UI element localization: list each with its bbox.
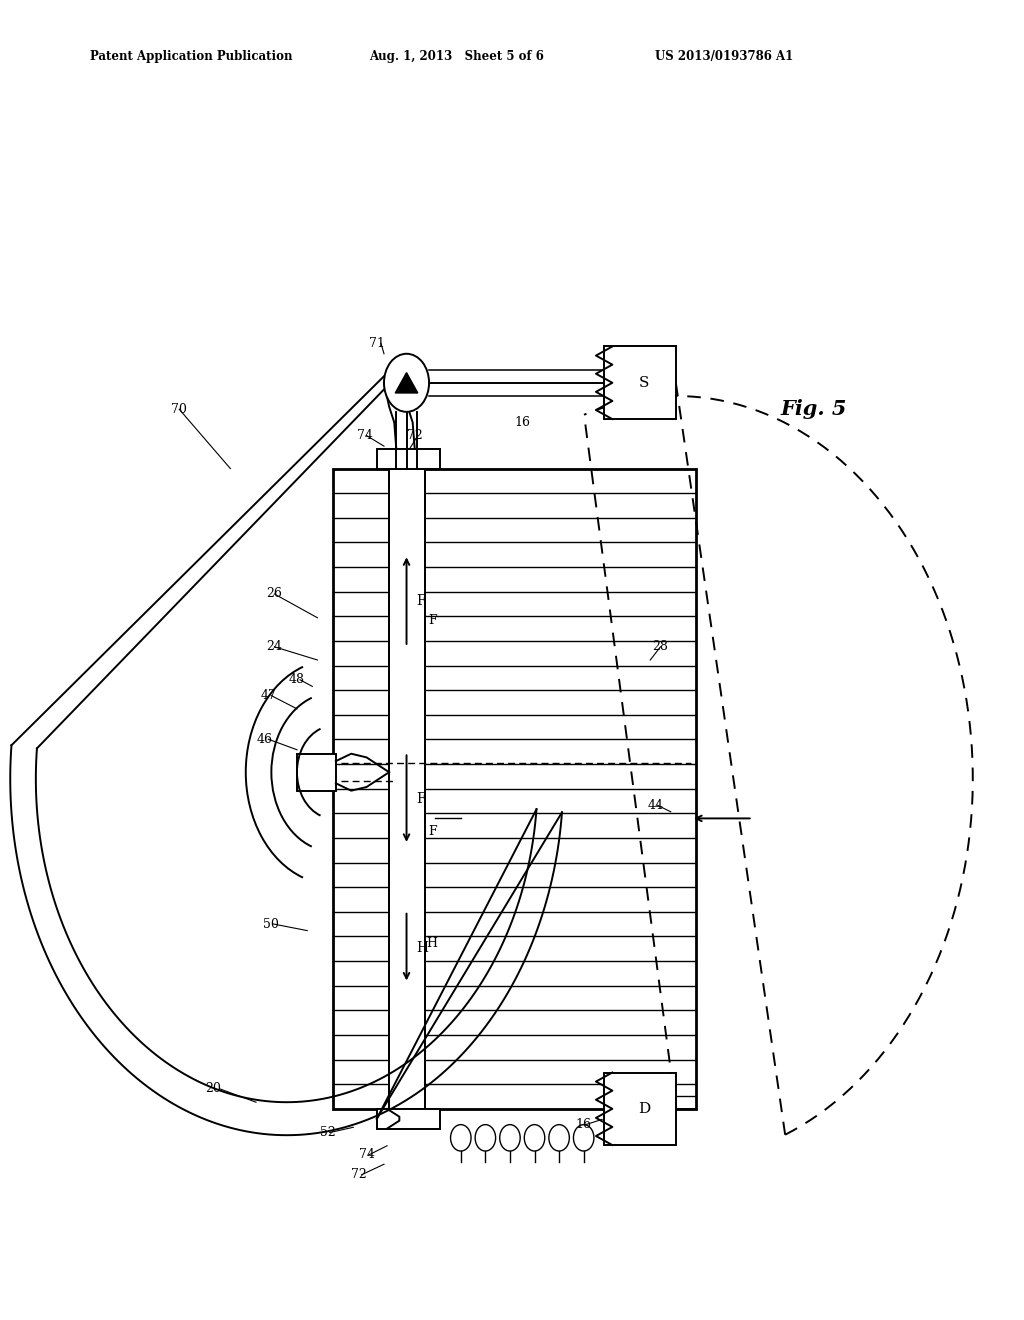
Circle shape (524, 1125, 545, 1151)
Bar (389, 469, 425, 1109)
Circle shape (475, 1125, 496, 1151)
Text: H: H (427, 937, 437, 950)
Bar (604, 346, 676, 420)
Text: S: S (639, 376, 649, 389)
Text: Aug. 1, 2013   Sheet 5 of 6: Aug. 1, 2013 Sheet 5 of 6 (369, 50, 544, 63)
Text: Patent Application Publication: Patent Application Publication (90, 50, 293, 63)
Text: 74: 74 (356, 429, 373, 442)
Text: 71: 71 (369, 337, 385, 350)
Text: 16: 16 (575, 1118, 592, 1131)
Text: 48: 48 (289, 673, 305, 686)
Text: US 2013/0193786 A1: US 2013/0193786 A1 (655, 50, 794, 63)
Text: F: F (428, 825, 436, 838)
Text: Fig. 5: Fig. 5 (781, 399, 847, 420)
Text: 24: 24 (266, 640, 283, 653)
Circle shape (500, 1125, 520, 1151)
Bar (333, 469, 696, 1109)
Text: 52: 52 (319, 1126, 336, 1139)
Text: 72: 72 (350, 1168, 367, 1181)
Text: F: F (417, 792, 426, 805)
Circle shape (384, 354, 429, 412)
Text: 70: 70 (171, 403, 187, 416)
Circle shape (451, 1125, 471, 1151)
Text: F: F (417, 594, 426, 607)
Text: 16: 16 (514, 416, 530, 429)
Text: 47: 47 (260, 689, 276, 702)
Bar (377, 1109, 440, 1129)
Bar (604, 1072, 676, 1144)
Text: 28: 28 (652, 640, 669, 653)
Text: F: F (428, 614, 436, 627)
Text: 74: 74 (358, 1148, 375, 1162)
Text: 26: 26 (266, 587, 283, 601)
Polygon shape (395, 372, 418, 393)
Circle shape (549, 1125, 569, 1151)
Text: H: H (417, 941, 429, 954)
Bar (297, 754, 336, 791)
Text: 44: 44 (647, 799, 664, 812)
Text: 72: 72 (407, 429, 423, 442)
Bar (377, 449, 440, 469)
Text: 20: 20 (205, 1082, 221, 1096)
Text: 46: 46 (256, 733, 272, 746)
Circle shape (573, 1125, 594, 1151)
Text: D: D (638, 1102, 650, 1115)
Text: 50: 50 (263, 917, 280, 931)
